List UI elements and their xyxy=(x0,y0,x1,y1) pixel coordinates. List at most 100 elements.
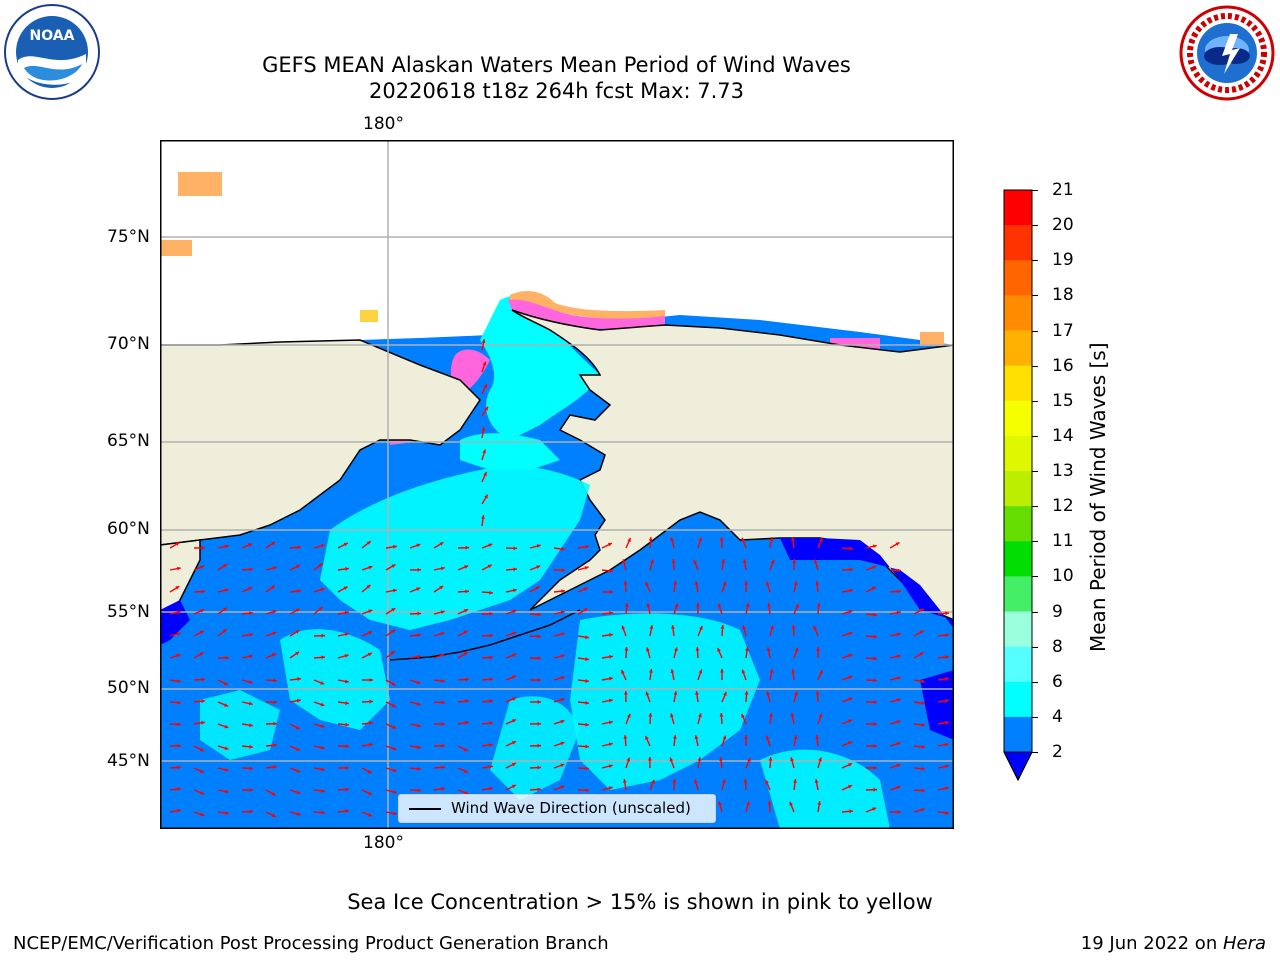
wave-direction-arrowhead xyxy=(416,587,421,591)
colorbar-tick-mark xyxy=(1032,435,1038,437)
wave-direction-arrowhead xyxy=(392,725,397,729)
wave-direction-arrowhead xyxy=(699,625,703,630)
colorbar-tick-label: 2 xyxy=(1052,742,1063,762)
arctic-no-data xyxy=(160,140,954,345)
wave-direction-arrowhead xyxy=(673,691,678,696)
wave-direction-arrowhead xyxy=(344,679,349,684)
wave-direction-arrowhead xyxy=(223,681,228,686)
wave-direction-arrowhead xyxy=(536,565,541,569)
wave-direction-arrowhead xyxy=(321,633,325,638)
wave-direction-arrowhead xyxy=(560,632,565,637)
wave-direction-arrowhead xyxy=(320,587,325,592)
wave-direction-arrowhead xyxy=(790,537,795,541)
wave-direction-arrowhead xyxy=(537,656,541,661)
wave-direction-arrowhead xyxy=(512,675,517,679)
wave-direction-arrowhead xyxy=(321,767,325,772)
wave-direction-arrowhead xyxy=(741,537,746,542)
wave-direction-arrowhead xyxy=(272,631,277,636)
colorbar-tick-label: 15 xyxy=(1052,390,1074,411)
wave-direction-arrowhead xyxy=(464,565,469,569)
wave-direction-arrowhead xyxy=(765,779,769,784)
wave-direction-arrowhead xyxy=(718,801,722,806)
wave-direction-arrowhead xyxy=(813,625,817,630)
wave-direction-arrowhead xyxy=(367,652,372,657)
colorbar-tick-label: 16 xyxy=(1052,355,1074,376)
colorbar-tick-label: 4 xyxy=(1052,706,1063,727)
wave-direction-arrowhead xyxy=(368,813,373,817)
wave-direction-arrowhead xyxy=(320,544,325,548)
wave-direction-arrowhead xyxy=(921,744,925,749)
wave-direction-arrowhead xyxy=(945,811,949,815)
colorbar-segment xyxy=(1004,400,1032,437)
wave-direction-arrowhead xyxy=(248,654,253,659)
wave-direction-arrowhead xyxy=(369,699,373,704)
wave-direction-arrowhead xyxy=(745,647,749,651)
chart-title-line2: 20220618 t18z 264h fcst Max: 7.73 xyxy=(369,79,744,103)
colorbar-tick-mark xyxy=(1032,716,1038,718)
colorbar-tick-mark xyxy=(1032,471,1038,472)
wave-direction-arrowhead xyxy=(537,721,541,726)
wave-direction-arrowhead xyxy=(484,494,488,499)
wave-direction-arrowhead xyxy=(921,701,925,705)
wave-direction-arrowhead xyxy=(873,744,877,748)
wave-direction-arrowhead xyxy=(416,543,421,548)
wave-direction-arrowhead xyxy=(464,790,469,795)
wave-direction-arrowhead xyxy=(848,741,853,745)
legend-line-sample xyxy=(409,808,441,810)
wave-direction-arrowhead xyxy=(465,545,469,550)
wave-direction-arrowhead xyxy=(645,691,650,696)
wave-direction-arrowhead xyxy=(621,669,625,674)
wave-direction-arrowhead xyxy=(609,611,613,615)
lat-label-45: 45°N xyxy=(107,751,150,771)
wave-direction-arrowhead xyxy=(673,581,677,585)
wave-direction-arrowhead xyxy=(722,779,726,784)
wave-direction-arrowhead xyxy=(439,586,444,590)
wave-direction-arrowhead xyxy=(224,703,229,707)
wave-direction-arrowhead xyxy=(793,581,798,586)
wave-direction-arrowhead xyxy=(819,537,823,542)
wave-direction-arrowhead xyxy=(621,625,626,630)
colorbar-tick-label: 19 xyxy=(1052,250,1074,271)
wave-direction-arrowhead xyxy=(273,678,277,683)
wave-direction-arrowhead xyxy=(767,603,771,607)
wave-direction-arrowhead xyxy=(815,735,819,739)
wave-direction-arrowhead xyxy=(366,541,371,545)
wave-direction-arrowhead xyxy=(416,702,421,706)
wave-direction-arrowhead xyxy=(695,647,700,651)
colorbar-tick-label: 8 xyxy=(1052,636,1063,657)
wave-direction-arrowhead xyxy=(560,697,565,702)
wave-direction-arrowhead xyxy=(481,427,486,431)
wave-direction-arrowhead xyxy=(695,691,699,695)
colorbar-tick-label: 12 xyxy=(1052,496,1074,517)
wave-direction-arrowhead xyxy=(608,786,613,790)
lon-label-bottom: 180° xyxy=(363,833,404,853)
wave-direction-arrowhead xyxy=(249,744,253,749)
wave-direction-arrowhead xyxy=(463,747,468,752)
wave-direction-arrowhead xyxy=(272,609,277,614)
wave-direction-arrowhead xyxy=(896,763,901,768)
wave-direction-arrowhead xyxy=(871,586,876,591)
alaska-land xyxy=(511,309,954,621)
wave-direction-arrowhead xyxy=(344,654,349,658)
wave-direction-arrowhead xyxy=(345,722,349,727)
wave-direction-arrowhead xyxy=(368,631,373,635)
wave-direction-arrowhead xyxy=(793,735,798,740)
wave-direction-arrowhead xyxy=(417,567,421,572)
wave-direction-arrowhead xyxy=(296,747,301,751)
wave-direction-arrowhead xyxy=(225,655,229,660)
wave-direction-arrowhead xyxy=(249,632,253,637)
wave-direction-arrowhead xyxy=(717,647,721,652)
wave-direction-arrowhead xyxy=(465,589,469,594)
wave-direction-arrowhead xyxy=(585,766,589,771)
wave-direction-arrowhead xyxy=(561,547,565,551)
wave-direction-arrowhead xyxy=(512,631,517,636)
wave-direction-arrowhead xyxy=(222,629,227,633)
wave-direction-arrowhead xyxy=(719,757,723,761)
wave-direction-arrowhead xyxy=(175,542,180,546)
lat-label-60: 60°N xyxy=(107,519,150,539)
wave-direction-arrowhead xyxy=(393,544,397,549)
wave-direction-arrowhead xyxy=(272,566,277,570)
wave-direction-arrowhead xyxy=(392,768,397,773)
wave-direction-arrowhead xyxy=(200,609,205,613)
wave-direction-arrowhead xyxy=(321,655,325,660)
